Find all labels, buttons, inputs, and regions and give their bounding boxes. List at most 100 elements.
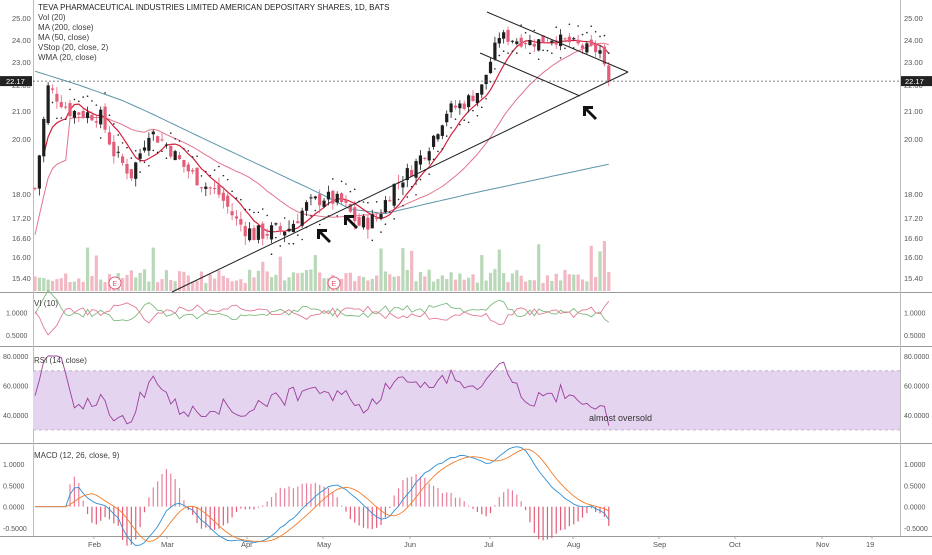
volume-bar (204, 282, 208, 291)
candle-body (81, 110, 85, 118)
rsi-pane-label: RSI (14, close) (34, 356, 87, 365)
vstop-dot (375, 201, 378, 203)
candle-body (471, 95, 475, 102)
candle-body (326, 191, 331, 200)
vstop-dot (463, 119, 466, 122)
vstop-dot (196, 155, 198, 157)
macd-tick-left: 0.0000 (3, 505, 25, 512)
vstop-dot (450, 127, 452, 129)
candle-body (462, 103, 466, 109)
candle-body (375, 217, 379, 219)
volume-bar (147, 281, 151, 291)
vi-tick-right: 0.5000 (904, 333, 926, 340)
vstop-dot (494, 68, 496, 70)
candle-body (64, 106, 68, 108)
candle-body (261, 223, 265, 239)
vstop-dot (480, 106, 483, 109)
macd-pane-label: MACD (12, 26, close, 9) (34, 451, 120, 460)
volume-bar (545, 275, 550, 291)
candle-body (309, 197, 313, 199)
volume-bar (607, 271, 611, 291)
vstop-dot (332, 178, 334, 180)
last-price-badge-right (901, 76, 932, 87)
candle-body (112, 141, 116, 157)
vstop-dot (69, 88, 71, 91)
candle-body (313, 196, 317, 199)
macd-signal-line (35, 448, 609, 542)
candle-body (226, 195, 230, 207)
vstop-dot (402, 204, 404, 207)
volume-bar (134, 277, 138, 291)
candle-body (449, 103, 453, 113)
wma-line (43, 39, 610, 233)
ma200-line (34, 70, 609, 215)
price-tick-right: 23.00 (904, 58, 923, 67)
candle-body (138, 153, 142, 159)
volume-bar (169, 280, 173, 291)
volume-bar (191, 281, 195, 291)
vstop-dot (126, 146, 128, 149)
candle-body (392, 183, 396, 206)
candle-body (545, 41, 550, 43)
candle-body (436, 134, 440, 140)
vstop-dot (297, 234, 299, 236)
candle-body (493, 42, 497, 60)
vstop-dot (586, 31, 588, 34)
volume-bar (497, 249, 501, 291)
vstop-dot (520, 24, 522, 26)
candle-body (116, 151, 120, 153)
vstop-dot (174, 138, 176, 140)
volume-bar (383, 271, 387, 291)
rsi-tick-left: 40.0000 (3, 413, 28, 420)
vstop-dot (445, 135, 448, 137)
candle-body (77, 112, 81, 115)
macd-line (35, 446, 610, 546)
vstop-dot (165, 157, 168, 159)
volume-bar (361, 277, 366, 291)
last-price-text-right: 22.17 (905, 77, 924, 86)
candle-body (59, 102, 63, 108)
volume-bar (598, 251, 602, 291)
vstop-dot (388, 211, 391, 213)
vstop-dot (362, 201, 365, 203)
volume-bar (287, 277, 291, 291)
volume-bar (59, 278, 63, 291)
vstop-dot (607, 52, 610, 54)
vstop-dot (345, 183, 347, 185)
volume-bar (199, 271, 204, 291)
volume-bar (278, 256, 282, 291)
candle-body (304, 202, 309, 211)
volume-bar (388, 274, 392, 291)
candle-body (37, 155, 41, 189)
volume-bar (488, 272, 493, 291)
price-tick-left: 15.40 (12, 274, 31, 283)
volume-bar (462, 279, 466, 291)
volume-bar (151, 247, 155, 291)
vstop-dot (564, 47, 566, 50)
candle-body (467, 95, 471, 108)
price-tick-right: 18.00 (904, 190, 923, 199)
volume-bar (559, 280, 563, 291)
volume-bar (221, 275, 225, 291)
vstop-dot (581, 33, 584, 36)
volume-bar (567, 274, 571, 291)
volume-bar (576, 274, 580, 291)
volume-bar (348, 272, 352, 291)
volume-bar (94, 255, 98, 291)
vstop-dot (248, 208, 251, 211)
candle-body (353, 207, 357, 222)
vstop-dot (533, 29, 536, 32)
candle-body (173, 151, 177, 161)
vstop-dot (467, 121, 470, 124)
volume-bar (33, 276, 37, 291)
vstop-dot (200, 175, 203, 177)
candle-body (221, 192, 225, 201)
x-tick-label: Oct (729, 540, 742, 549)
arrow-shape (583, 106, 597, 120)
candle-body (147, 137, 151, 151)
legend-ma50: MA (50, close) (38, 33, 90, 42)
candle-body (164, 144, 168, 146)
volume-bar (291, 272, 296, 291)
vstop-dot (51, 101, 54, 104)
